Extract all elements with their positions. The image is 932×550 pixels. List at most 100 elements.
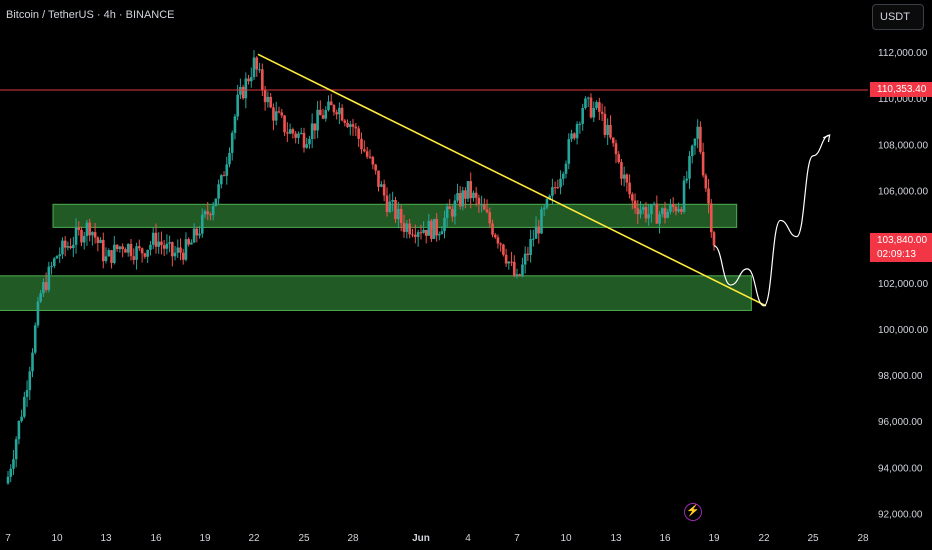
candle-body [184, 239, 188, 260]
candle-body [677, 208, 680, 212]
x-tick-label: 28 [857, 533, 869, 544]
candle-body [168, 242, 171, 244]
candle-body [39, 293, 42, 302]
candle-body [104, 256, 108, 262]
current-price-tag: 103,840.00 [870, 233, 932, 248]
candle-body [592, 108, 596, 118]
projection-arrowhead [822, 134, 831, 143]
candle-body [239, 86, 242, 95]
candle-body [36, 301, 40, 326]
candle-body [584, 98, 587, 109]
candle-body [701, 151, 705, 176]
candle-body [548, 195, 551, 200]
candle-body [606, 124, 609, 135]
candle-body [33, 325, 37, 353]
candle-body [545, 199, 549, 208]
candle-body [140, 248, 144, 254]
candle-body [430, 220, 433, 239]
candle-body [589, 97, 593, 118]
resistance-price-tag: 110,353.40 [870, 82, 932, 97]
candle-body [461, 190, 465, 207]
candle-body [63, 240, 67, 248]
candle-body [380, 184, 383, 187]
candle-body [126, 244, 130, 253]
candle-body [363, 149, 366, 152]
candle-body [469, 181, 473, 199]
candle-body [712, 232, 716, 246]
candle-body [402, 222, 406, 232]
candle-body [113, 244, 116, 263]
candle-body [680, 208, 683, 212]
candle-body [195, 228, 199, 236]
candle-body [480, 204, 483, 206]
candle-body [107, 250, 111, 257]
candle-body [600, 111, 604, 114]
candle-body [329, 101, 333, 106]
candle-body [217, 184, 220, 199]
candle-body [451, 208, 454, 217]
candle-body [660, 208, 664, 215]
x-tick-label: 4 [465, 533, 471, 544]
candle-body [617, 154, 621, 163]
candle-body [466, 181, 470, 199]
candle-body [707, 188, 710, 204]
x-tick-label: 25 [807, 533, 819, 544]
x-tick-label: 16 [150, 533, 162, 544]
candle-body [280, 112, 284, 116]
candle-body [496, 237, 500, 244]
candle-body [14, 439, 18, 460]
candle-body [351, 124, 355, 127]
candle-body [263, 90, 267, 103]
candle-body [440, 231, 444, 235]
candle-body [374, 164, 377, 171]
candle-body [628, 182, 631, 195]
candle-body [173, 252, 177, 257]
support-zone [0, 275, 752, 311]
currency-button[interactable]: USDT [872, 4, 924, 30]
candle-body [397, 208, 400, 220]
candle-body [611, 137, 615, 144]
candle-body [115, 244, 119, 250]
candle-body [472, 192, 475, 199]
candle-body [636, 208, 640, 215]
candle-body [427, 220, 431, 236]
candle-body [518, 274, 522, 276]
candle-body [377, 170, 380, 187]
candle-body [28, 371, 32, 391]
candle-body [138, 246, 141, 249]
candle-body [346, 122, 349, 127]
candle-body [286, 132, 289, 134]
candle-body [255, 57, 259, 70]
candle-body [146, 249, 149, 257]
candle-body [570, 133, 573, 140]
candle-body [157, 241, 161, 247]
candle-body [598, 102, 601, 112]
candle-body [666, 211, 670, 218]
candle-body [639, 209, 642, 215]
x-tick-label: 22 [758, 533, 770, 544]
candle-body [338, 107, 341, 115]
candle-body [261, 69, 264, 91]
flash-icon[interactable]: ⚡ [684, 503, 702, 521]
candle-body [504, 254, 508, 264]
candle-body [47, 266, 51, 290]
candle-body [510, 261, 513, 263]
candle-body [206, 211, 210, 215]
candle-body [499, 243, 502, 245]
candle-body [118, 246, 122, 250]
candle-body [23, 396, 26, 417]
candle-body [435, 218, 438, 236]
candle-body [408, 223, 411, 235]
candle-body [165, 243, 169, 249]
candle-body [249, 77, 253, 82]
candle-body [25, 390, 29, 397]
candle-body [382, 184, 386, 196]
projection-path [713, 134, 830, 307]
candle-body [220, 175, 223, 185]
candle-body [360, 138, 363, 150]
candle-body [58, 254, 62, 257]
candle-body [622, 174, 626, 179]
candle-body [233, 116, 237, 133]
